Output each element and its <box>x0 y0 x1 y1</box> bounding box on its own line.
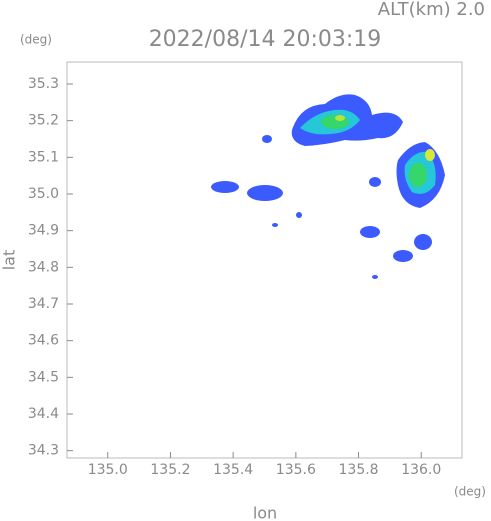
y-tick-label: 34.8 <box>28 259 59 275</box>
y-tick-label: 34.7 <box>28 296 59 312</box>
y-tick-label: 34.9 <box>28 223 59 239</box>
plot-frame <box>66 61 463 459</box>
x-tick-label: 135.4 <box>213 462 253 478</box>
x-tick-label: 135.6 <box>276 462 316 478</box>
x-tick-label: 135.2 <box>150 462 190 478</box>
y-label: lat <box>0 250 19 271</box>
radar-echoes <box>211 94 445 279</box>
chart-title: 2022/08/14 20:03:19 <box>149 27 382 52</box>
y-tick-label: 34.6 <box>28 333 59 349</box>
y-unit: (deg) <box>20 33 52 47</box>
y-tick-label: 34.5 <box>28 369 59 385</box>
x-label: lon <box>253 504 277 521</box>
x-tick-label: 135.8 <box>339 462 379 478</box>
y-tick-label: 35.0 <box>28 186 59 202</box>
x-tick-label: 135.0 <box>88 462 128 478</box>
y-tick-label: 35.3 <box>28 76 59 92</box>
x-tick-label: 136.0 <box>401 462 441 478</box>
x-unit: (deg) <box>454 485 486 499</box>
y-tick-label: 34.4 <box>28 406 59 422</box>
y-tick-label: 34.3 <box>28 443 59 459</box>
y-tick-label: 35.2 <box>28 113 59 129</box>
altitude-label: ALT(km) 2.0 <box>378 0 485 20</box>
y-tick-label: 35.1 <box>28 149 59 165</box>
